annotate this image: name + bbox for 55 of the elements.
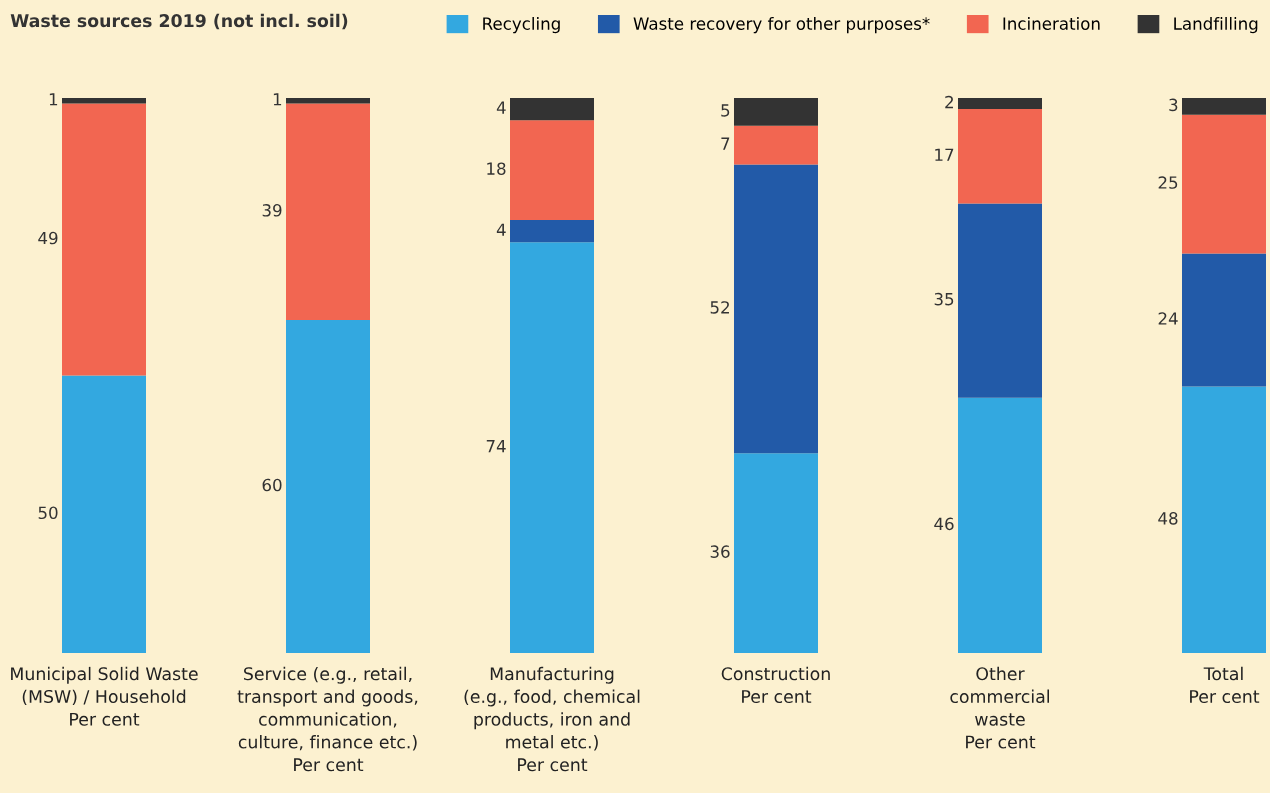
data-label: 24 (1158, 312, 1178, 325)
bar (734, 125, 818, 165)
bar (734, 98, 818, 126)
data-label: 60 (262, 478, 282, 492)
x-tick-label: Total Per cent (1190, 666, 1260, 704)
data-label: 36 (710, 545, 730, 558)
bar (734, 453, 818, 653)
bar (958, 397, 1042, 653)
data-label: 7 (721, 137, 730, 150)
data-label: 1 (273, 93, 282, 106)
bar (958, 98, 1042, 110)
data-label: 25 (1158, 176, 1178, 189)
bar (62, 98, 146, 104)
bar (510, 120, 594, 221)
bar (286, 98, 370, 104)
data-label: 74 (486, 440, 506, 453)
x-tick-label: Construction Per cent (721, 666, 830, 704)
bar (62, 103, 146, 376)
data-label: 4 (496, 101, 506, 114)
data-label: 50 (38, 506, 58, 520)
bar (1182, 114, 1266, 254)
x-tick-label: Municipal Solid Waste (MSW) / Household Per cent (11, 666, 198, 726)
x-tick-label: Manufacturing (e.g., food, chemical products, iron and metal etc.) Per cent (464, 666, 640, 772)
data-label: 46 (934, 517, 954, 531)
bar (734, 164, 818, 454)
data-label: 18 (487, 162, 506, 175)
data-label: 1 (49, 93, 58, 106)
bar (510, 220, 594, 243)
x-tick-label: Service (e.g., retail, transport and goods, communication, culture, finance etc.) Per cent (237, 666, 418, 772)
bar (286, 320, 370, 653)
data-label: 3 (1169, 98, 1178, 112)
bar (958, 203, 1042, 398)
bar (510, 242, 594, 653)
legend-label: Landfilling (1174, 17, 1258, 34)
bar (286, 103, 370, 320)
legend-label: Incineration (1003, 17, 1100, 30)
legend-label: Recycling (483, 17, 560, 34)
data-label: 5 (721, 104, 730, 117)
data-label: 48 (1158, 512, 1178, 525)
data-label: 49 (38, 231, 58, 245)
bar (1182, 98, 1266, 115)
data-label: 17 (935, 148, 954, 161)
data-label: 52 (710, 301, 729, 314)
legend-label: Waste recovery for other purposes* (633, 17, 930, 34)
data-label: 39 (262, 204, 282, 217)
data-label: 35 (934, 292, 954, 306)
x-tick-label: Other commercial waste Per cent (950, 666, 1049, 749)
bar (510, 98, 594, 121)
bar (958, 109, 1042, 204)
bar (1182, 253, 1266, 387)
data-label: 4 (496, 223, 506, 236)
bar (1182, 386, 1266, 653)
data-label: 2 (945, 95, 953, 109)
bar (62, 375, 146, 653)
chart-title: Waste sources 2019 (not incl. soil) (10, 13, 348, 30)
